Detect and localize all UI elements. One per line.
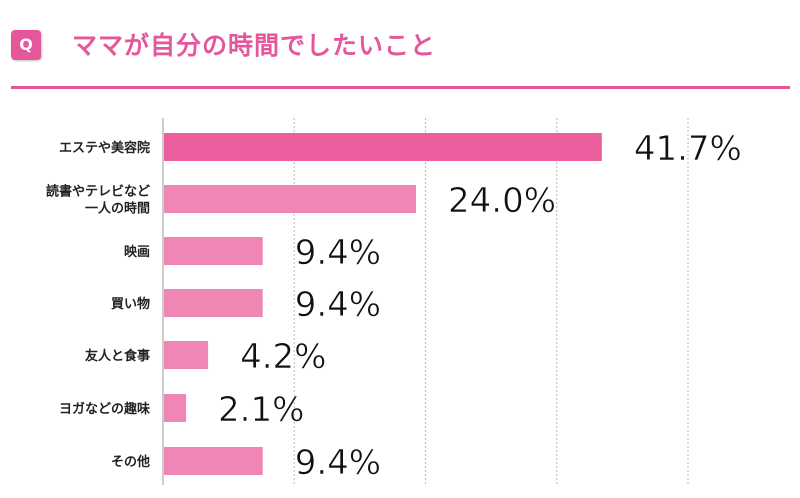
data-label: 2.1%: [218, 390, 304, 430]
data-label: 9.4%: [295, 285, 381, 325]
category-label: 友人と食事: [85, 348, 150, 364]
bar: [164, 394, 187, 422]
data-label: 24.0%: [448, 181, 556, 221]
chart-title: ママが自分の時間でしたいこと: [72, 31, 437, 60]
bar: [164, 447, 263, 475]
chart-header: Q ママが自分の時間でしたいこと: [0, 0, 800, 90]
category-label: エステや美容院: [59, 140, 150, 156]
data-label: 41.7%: [634, 129, 742, 169]
category-label: ヨガなどの趣味: [59, 401, 150, 417]
bar: [164, 289, 263, 317]
bar: [164, 237, 263, 265]
bar: [164, 185, 416, 213]
question-badge: Q: [11, 30, 41, 60]
category-label: 映画: [124, 244, 150, 260]
data-label: 9.4%: [295, 233, 381, 273]
category-label: 読書やテレビなど: [46, 184, 150, 200]
category-label: その他: [111, 454, 150, 470]
category-label: 一人の時間: [85, 201, 150, 217]
data-label: 9.4%: [295, 443, 381, 483]
category-label: 買い物: [111, 296, 150, 312]
bar: [164, 133, 602, 161]
bar: [164, 341, 209, 369]
title-underline: [11, 86, 790, 89]
data-label: 4.2%: [240, 337, 326, 377]
